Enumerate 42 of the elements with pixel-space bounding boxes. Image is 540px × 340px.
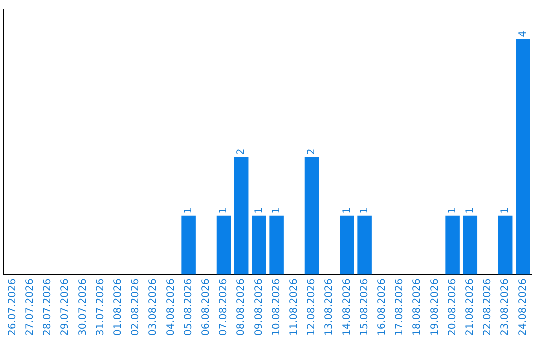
x-tick-label: 28.07.2026 bbox=[42, 278, 54, 336]
x-tick-label: 16.08.2026 bbox=[376, 278, 388, 336]
x-tick-label: 08.08.2026 bbox=[236, 278, 248, 336]
data-label: 1 bbox=[500, 208, 512, 214]
data-label: 1 bbox=[183, 208, 194, 214]
x-tick-label: 23.08.2026 bbox=[500, 278, 512, 336]
data-label: 1 bbox=[254, 208, 265, 214]
data-label: 2 bbox=[236, 148, 248, 156]
x-tick-label: 01.08.2026 bbox=[112, 278, 124, 336]
x-tick-label: 09.08.2026 bbox=[254, 278, 265, 336]
x-tick-label: 30.07.2026 bbox=[78, 278, 89, 336]
data-label: 1 bbox=[447, 208, 458, 214]
data-label: 1 bbox=[342, 208, 353, 214]
x-tick-label: 15.08.2026 bbox=[359, 278, 370, 336]
x-tick-label: 31.07.2026 bbox=[95, 278, 106, 336]
x-tick-label: 19.08.2026 bbox=[430, 278, 441, 336]
x-tick-label: 02.08.2026 bbox=[130, 278, 142, 336]
x-tick-label: 17.08.2026 bbox=[394, 278, 406, 336]
x-tick-label: 26.07.2026 bbox=[7, 278, 18, 336]
data-label: 1 bbox=[218, 208, 230, 214]
x-tick-label: 21.08.2026 bbox=[464, 278, 476, 336]
x-tick-label: 27.07.2026 bbox=[24, 278, 36, 336]
x-tick-label: 10.08.2026 bbox=[271, 278, 282, 336]
x-tick-label: 24.08.2026 bbox=[518, 278, 529, 336]
x-tick-label: 06.08.2026 bbox=[200, 278, 212, 336]
x-tick-label: 20.08.2026 bbox=[447, 278, 458, 336]
x-tick-label: 07.08.2026 bbox=[218, 278, 230, 336]
data-label: 4 bbox=[518, 31, 529, 38]
x-tick-label: 18.08.2026 bbox=[412, 278, 424, 336]
x-tick-label: 12.08.2026 bbox=[306, 278, 318, 336]
data-label: 2 bbox=[306, 148, 318, 156]
x-tick-label: 29.07.2026 bbox=[60, 278, 72, 336]
x-tick-label: 05.08.2026 bbox=[183, 278, 194, 336]
data-label: 1 bbox=[359, 208, 370, 214]
data-label: 1 bbox=[464, 208, 476, 214]
x-tick-label: 14.08.2026 bbox=[342, 278, 353, 336]
data-label: 1 bbox=[271, 208, 282, 214]
x-tick-label: 03.08.2026 bbox=[148, 278, 160, 336]
x-tick-label: 22.08.2026 bbox=[482, 278, 494, 336]
x-tick-label: 04.08.2026 bbox=[166, 278, 177, 336]
x-tick-label: 11.08.2026 bbox=[288, 278, 300, 336]
x-tick-label: 13.08.2026 bbox=[324, 278, 336, 336]
